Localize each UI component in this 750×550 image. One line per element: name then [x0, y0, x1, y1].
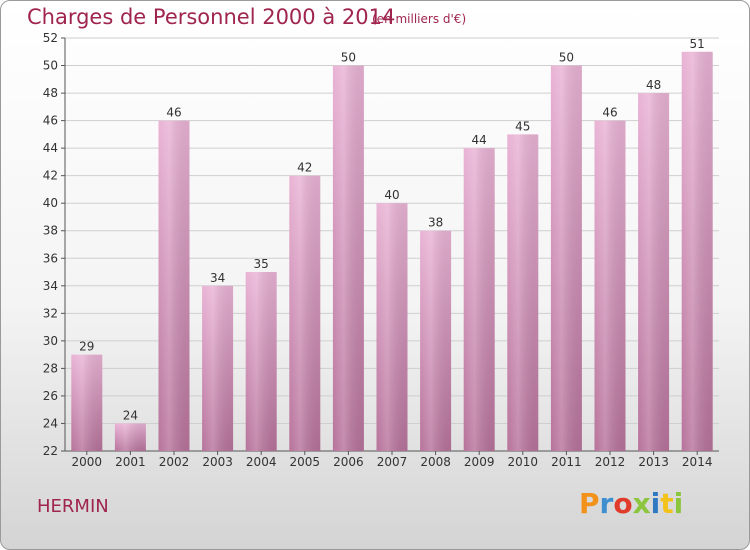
x-tick-label: 2001 [115, 455, 146, 469]
y-tick-label: 42 [43, 169, 58, 183]
bars [71, 51, 713, 452]
y-tick-label: 38 [43, 224, 58, 238]
y-tick-label: 52 [43, 31, 58, 45]
bar-shine-2006 [332, 65, 364, 452]
data-label-2006: 50 [341, 51, 356, 65]
data-label-2010: 45 [515, 119, 530, 133]
bar-shine-2004 [245, 272, 277, 451]
data-label-2005: 42 [297, 161, 312, 175]
y-tick-label: 44 [43, 141, 58, 155]
bar-shine-2003 [202, 285, 234, 451]
bar-shine-2001 [114, 423, 146, 451]
y-tick-label: 50 [43, 59, 58, 73]
bar-shine-2007 [376, 203, 408, 451]
y-tick-label: 40 [43, 196, 58, 210]
bar-shine-2002 [158, 120, 190, 451]
bar-shine-2012 [594, 120, 626, 451]
data-label-2007: 40 [384, 188, 399, 202]
bar-shine-2000 [71, 354, 103, 451]
x-tick-label: 2013 [638, 455, 669, 469]
x-tick-label: 2005 [290, 455, 321, 469]
bar-shine-2014 [681, 51, 713, 452]
data-label-2009: 44 [472, 133, 487, 147]
data-label-2014: 51 [690, 37, 705, 51]
x-tick-label: 2012 [595, 455, 626, 469]
x-tick-label: 2000 [72, 455, 103, 469]
bar-shine-2009 [463, 148, 495, 451]
data-label-2013: 48 [646, 78, 661, 92]
y-tick-label: 30 [43, 334, 58, 348]
data-label-2008: 38 [428, 216, 443, 230]
y-tick-label: 46 [43, 114, 58, 128]
y-tick-label: 36 [43, 251, 58, 265]
x-tick-label: 2002 [159, 455, 190, 469]
commune-name: HERMIN [37, 496, 109, 517]
y-tick-label: 48 [43, 86, 58, 100]
bar-shine-2008 [420, 230, 452, 451]
x-tick-label: 2010 [508, 455, 539, 469]
x-tick-label: 2011 [551, 455, 582, 469]
x-tick-label: 2014 [682, 455, 713, 469]
data-label-2003: 34 [210, 271, 225, 285]
x-tick-label: 2009 [464, 455, 495, 469]
y-tick-label: 24 [43, 416, 58, 430]
data-label-2012: 46 [602, 106, 617, 120]
chart-title: Charges de Personnel 2000 à 2014 [27, 5, 396, 29]
bar-shine-2011 [550, 65, 582, 452]
bar-shine-2013 [638, 93, 670, 452]
data-label-2000: 29 [79, 340, 94, 354]
y-tick-label: 32 [43, 306, 58, 320]
data-label-2004: 35 [254, 257, 269, 271]
units-label: (en milliers d'€) [372, 12, 467, 26]
bar-shine-2005 [289, 175, 321, 451]
x-tick-label: 2007 [377, 455, 408, 469]
x-tick-label: 2006 [333, 455, 364, 469]
y-tick-label: 26 [43, 389, 58, 403]
y-tick-label: 22 [43, 444, 58, 458]
data-label-2002: 46 [166, 106, 181, 120]
bar-shine-2010 [507, 134, 539, 451]
x-tick-label: 2003 [202, 455, 233, 469]
proxiti-logo: Proxiti [579, 487, 684, 520]
data-label-2001: 24 [123, 408, 138, 422]
y-tick-label: 28 [43, 361, 58, 375]
y-tick-label: 34 [43, 279, 58, 293]
x-tick-label: 2004 [246, 455, 277, 469]
axes: 22 24 26 28 30 32 34 36 38 40 42 44 46 48 50 52 2000 2001… [43, 31, 719, 469]
data-labels: 29 24 46 34 35 42 50 40 38 44 45 50 46 48 51 [79, 37, 705, 423]
x-tick-label: 2008 [420, 455, 451, 469]
data-label-2011: 50 [559, 51, 574, 65]
